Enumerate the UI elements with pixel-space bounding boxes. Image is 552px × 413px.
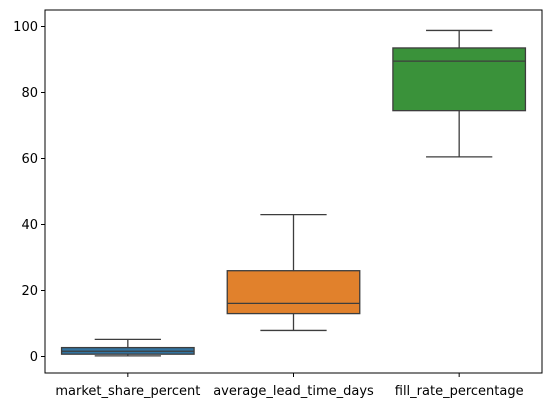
box-average_lead_time_days <box>226 213 361 332</box>
y-tick-label: 40 <box>21 218 38 233</box>
box-iqr <box>226 270 361 315</box>
plot-area <box>60 29 527 357</box>
box-iqr <box>392 47 527 112</box>
y-tick-label: 80 <box>21 86 38 101</box>
plot-frame <box>44 9 543 374</box>
y-tick-label: 20 <box>21 284 38 299</box>
axes: market_share_percent average_lead_time_da… <box>13 9 543 399</box>
y-tick-label: 100 <box>13 20 38 35</box>
box-fill_rate_percentage <box>392 29 527 158</box>
x-tick-label: average_lead_time_days <box>213 384 374 399</box>
x-tick-label: fill_rate_percentage <box>395 384 524 399</box>
x-tick-label: market_share_percent <box>55 384 200 399</box>
y-tick-label: 60 <box>21 152 38 167</box>
box-market_share_percent <box>60 338 195 357</box>
y-tick-label: 0 <box>30 350 38 365</box>
